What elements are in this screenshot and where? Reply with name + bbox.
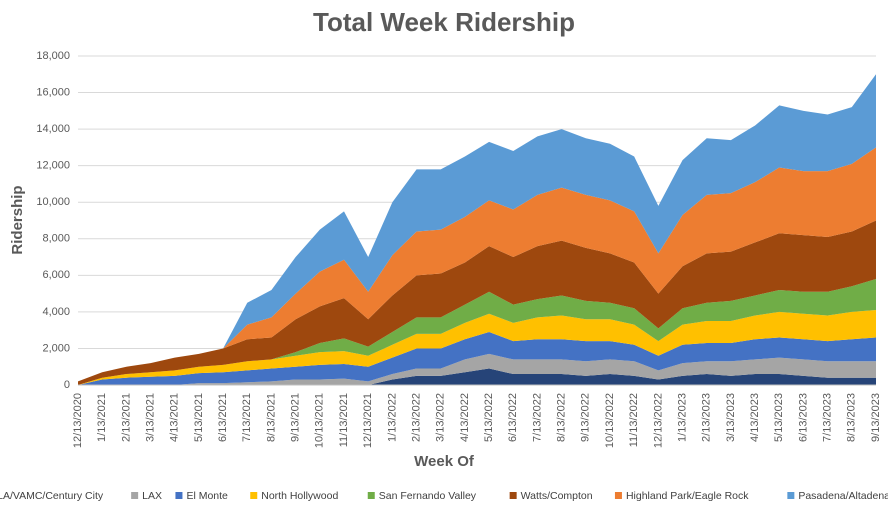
y-tick-label: 2,000 <box>42 342 70 354</box>
legend-swatch <box>509 492 517 499</box>
x-tick-label: 11/13/2021 <box>338 393 350 447</box>
x-tick-label: 3/13/2022 <box>435 393 447 442</box>
legend-swatch <box>175 492 183 499</box>
legend-label: Highland Park/Eagle Rock <box>626 490 749 502</box>
x-tick-label: 10/13/2021 <box>314 393 326 448</box>
x-tick-label: 7/13/2023 <box>822 393 834 442</box>
x-tick-label: 8/13/2022 <box>556 393 568 442</box>
x-tick-label: 6/13/2022 <box>507 393 519 442</box>
y-tick-label: 8,000 <box>42 233 70 245</box>
y-axis-title: Ridership <box>9 185 26 254</box>
x-tick-label: 1/13/2021 <box>96 393 108 442</box>
area <box>78 353 876 385</box>
legend-swatch <box>614 492 622 499</box>
x-tick-label: 12/13/2020 <box>72 393 84 448</box>
x-tick-label: 5/13/2022 <box>483 393 495 442</box>
area <box>78 278 876 385</box>
area <box>78 147 876 382</box>
x-tick-label: 8/13/2021 <box>265 393 277 442</box>
x-tick-label: 4/13/2021 <box>169 393 181 442</box>
x-tick-label: 5/13/2023 <box>773 393 785 442</box>
x-tick-label: 6/13/2021 <box>217 393 229 442</box>
x-tick-label: 1/13/2023 <box>676 393 688 442</box>
legend-label: San Fernando Valley <box>379 490 477 502</box>
area <box>78 368 876 385</box>
x-tick-label: 6/13/2023 <box>797 393 809 442</box>
x-tick-label: 9/13/2022 <box>580 393 592 442</box>
x-tick-label: 3/13/2023 <box>725 393 737 442</box>
x-tick-label: 5/13/2021 <box>193 393 205 442</box>
legend-swatch <box>250 492 258 499</box>
area <box>78 310 876 385</box>
y-tick-label: 14,000 <box>36 123 70 135</box>
legend-label: LAX <box>142 490 162 502</box>
x-tick-label: 9/13/2021 <box>290 393 302 442</box>
y-tick-label: 12,000 <box>36 160 70 172</box>
x-tick-label: 1/13/2022 <box>386 393 398 442</box>
legend-label: UCLA/VAMC/Century City <box>0 490 104 502</box>
chart-title: Total Week Ridership <box>313 7 575 37</box>
y-tick-label: 4,000 <box>42 306 70 318</box>
x-tick-label: 3/13/2021 <box>144 393 156 442</box>
x-tick-label: 12/13/2022 <box>652 393 664 448</box>
area <box>78 331 876 385</box>
legend-swatch <box>787 492 795 499</box>
x-tick-label: 10/13/2022 <box>604 393 616 448</box>
x-tick-label: 12/13/2021 <box>362 393 374 448</box>
legend-label: Pasadena/Altadena <box>798 490 888 502</box>
x-tick-label: 2/13/2023 <box>701 393 713 442</box>
legend-label: Watts/Compton <box>521 490 593 502</box>
x-tick-label: 4/13/2023 <box>749 393 761 442</box>
x-tick-label: 9/13/2023 <box>870 393 882 442</box>
y-tick-label: 18,000 <box>36 50 70 62</box>
x-axis-title: Week Of <box>414 453 475 470</box>
area <box>78 74 876 382</box>
y-tick-label: 10,000 <box>36 196 70 208</box>
legend-label: North Hollywood <box>261 490 338 502</box>
y-tick-label: 6,000 <box>42 269 70 281</box>
x-tick-label: 7/13/2021 <box>241 393 253 442</box>
x-tick-label: 2/13/2021 <box>120 393 132 442</box>
x-tick-label: 2/13/2022 <box>410 393 422 442</box>
x-tick-label: 8/13/2023 <box>846 393 858 442</box>
area <box>78 220 876 385</box>
legend-swatch <box>367 492 375 499</box>
y-tick-label: 0 <box>64 379 70 391</box>
x-tick-label: 7/13/2022 <box>531 393 543 442</box>
legend-label: El Monte <box>186 490 228 502</box>
y-tick-label: 16,000 <box>36 86 70 98</box>
x-tick-label: 11/13/2022 <box>628 393 640 447</box>
x-tick-label: 4/13/2022 <box>459 393 471 442</box>
legend-swatch <box>131 492 139 499</box>
